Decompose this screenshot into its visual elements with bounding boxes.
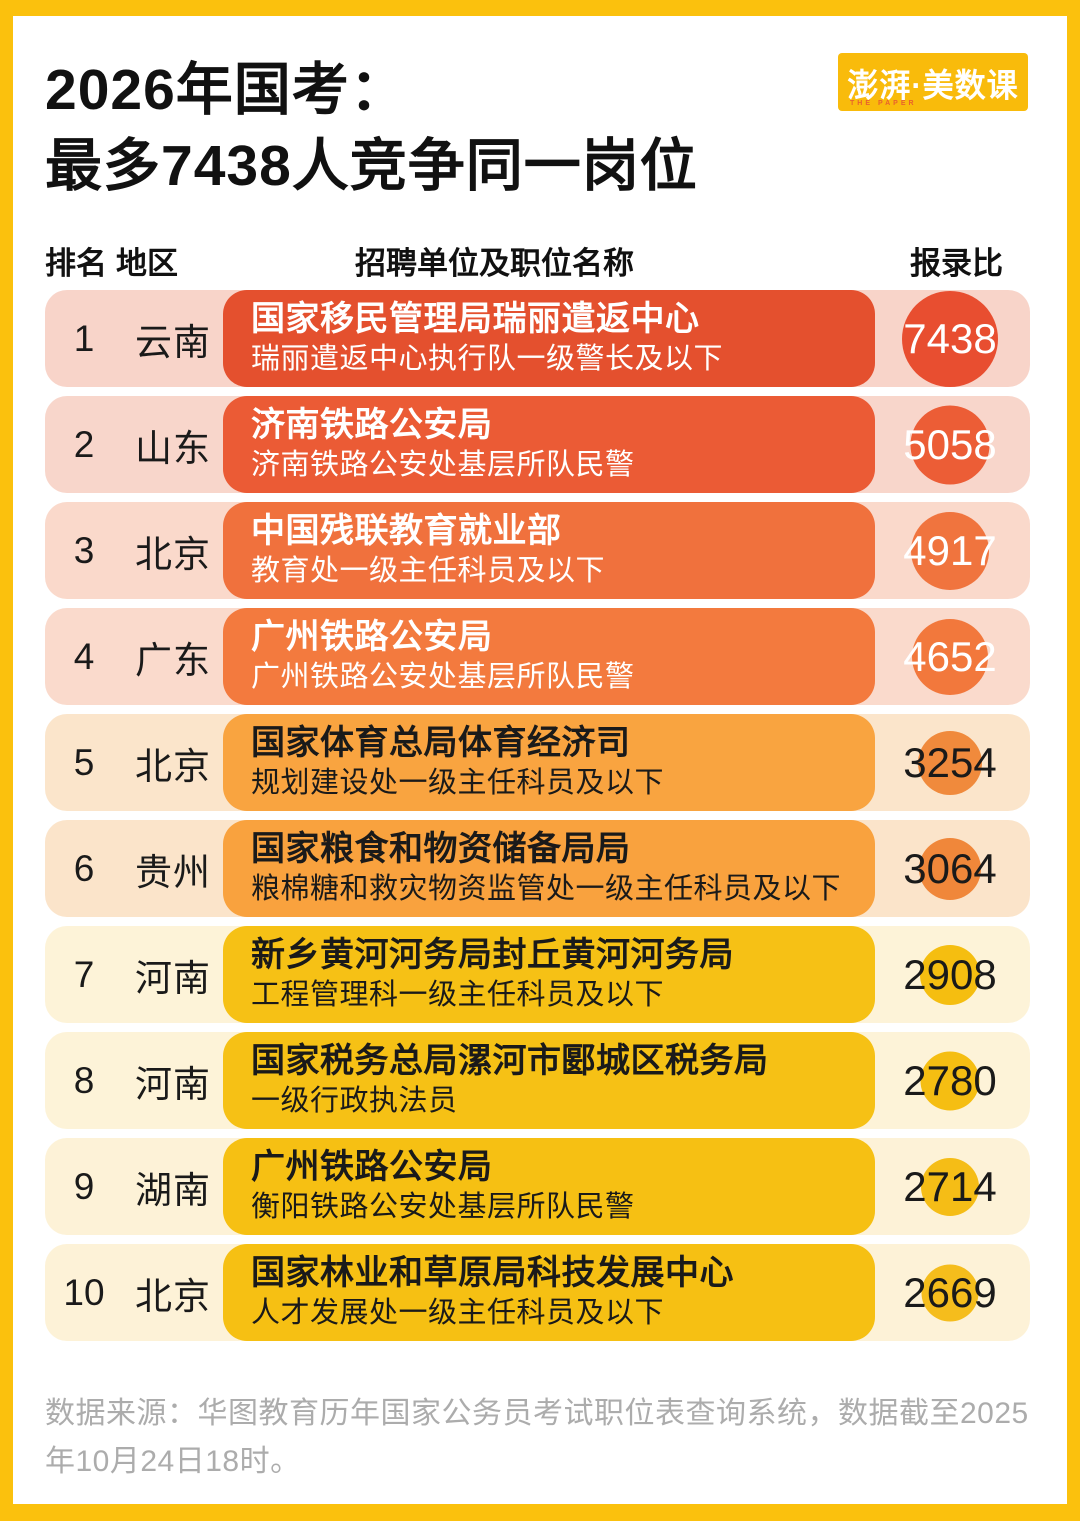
job-title: 规划建设处一级主任科员及以下: [251, 766, 665, 799]
table-row: 6 贵州 国家粮食和物资储备局局 粮棉糖和救灾物资监管处一级主任科员及以下 30…: [45, 820, 1030, 917]
job-title: 一级行政执法员: [251, 1084, 458, 1117]
ratio-value: 2780: [903, 1056, 997, 1104]
ratio-circle: [920, 944, 980, 1005]
rank-cell: 7: [73, 953, 95, 995]
header-position: 招聘单位及职位名称: [355, 246, 634, 281]
region-cell: 北京: [135, 1275, 211, 1317]
rank-cell: 1: [73, 317, 95, 359]
rank-cell: 8: [73, 1059, 95, 1101]
ratio-circle: [902, 290, 998, 387]
table-row: 9 湖南 广州铁路公安局 衡阳铁路公安处基层所队民警 2714: [45, 1138, 1030, 1235]
org-name: 国家粮食和物资储备局局: [251, 830, 631, 869]
ratio-value: 2669: [903, 1268, 997, 1316]
job-title: 教育处一级主任科员及以下: [251, 554, 606, 587]
position-card: 广州铁路公安局 广州铁路公安处基层所队民警: [223, 608, 875, 705]
logo-subtext: THE PAPER: [850, 100, 917, 107]
region-cell: 云南: [135, 321, 211, 363]
region-cell: 河南: [135, 957, 211, 999]
position-card: 广州铁路公安局 衡阳铁路公安处基层所队民警: [223, 1138, 875, 1235]
job-title: 工程管理科一级主任科员及以下: [251, 978, 665, 1011]
job-title: 衡阳铁路公安处基层所队民警: [251, 1190, 635, 1223]
thepaper-logo: 澎湃·美数课 THE PAPER: [838, 53, 1028, 111]
position-card: 国家移民管理局瑞丽遣返中心 瑞丽遣返中心执行队一级警长及以下: [223, 290, 875, 387]
ratio-circle: [911, 511, 989, 590]
job-title: 济南铁路公安处基层所队民警: [251, 448, 635, 481]
ratio-circle: [910, 405, 990, 484]
position-card: 国家体育总局体育经济司 规划建设处一级主任科员及以下: [223, 714, 875, 811]
logo-wordmark: 澎湃·美数课: [847, 66, 1019, 104]
position-card: 济南铁路公安局 济南铁路公安处基层所队民警: [223, 396, 875, 493]
table-row: 8 河南 国家税务总局漯河市郾城区税务局 一级行政执法员 2780: [45, 1032, 1030, 1129]
table-header-row: 排名 地区 招聘单位及职位名称 报录比: [13, 238, 1067, 281]
rank-cell: 9: [73, 1165, 95, 1207]
header-region: 地区: [116, 246, 178, 281]
org-name: 广州铁路公安局: [251, 618, 493, 657]
position-card: 国家林业和草原局科技发展中心 人才发展处一级主任科员及以下: [223, 1244, 875, 1341]
job-title: 广州铁路公安处基层所队民警: [251, 660, 635, 693]
table-row: 1 云南 国家移民管理局瑞丽遣返中心 瑞丽遣返中心执行队一级警长及以下 7438: [45, 290, 1030, 387]
org-name: 国家税务总局漯河市郾城区税务局: [251, 1042, 769, 1081]
region-cell: 贵州: [135, 851, 211, 893]
table-row: 3 北京 中国残联教育就业部 教育处一级主任科员及以下 4917: [45, 502, 1030, 599]
data-source-note: 数据来源：华图教育历年国家公务员考试职位表查询系统，数据截至2025年10月24…: [45, 1397, 1029, 1478]
rank-cell: 3: [73, 529, 95, 571]
title-line-1: 2026年国考：: [45, 58, 408, 122]
header-ratio: 报录比: [910, 246, 1003, 281]
ratio-circle: [918, 730, 982, 795]
region-cell: 广东: [135, 639, 211, 681]
title-line-2: 最多7438人竞争同一岗位: [45, 134, 698, 198]
org-name: 新乡黄河河务局封丘黄河河务局: [251, 936, 734, 975]
ratio-circle: [921, 1157, 979, 1216]
table-row: 7 河南 新乡黄河河务局封丘黄河河务局 工程管理科一级主任科员及以下 2908: [45, 926, 1030, 1023]
ranking-table: 1 云南 国家移民管理局瑞丽遣返中心 瑞丽遣返中心执行队一级警长及以下 7438…: [45, 290, 1030, 1350]
ratio-value: 3254: [903, 738, 997, 786]
position-card: 国家税务总局漯河市郾城区税务局 一级行政执法员: [223, 1032, 875, 1129]
rank-cell: 2: [73, 423, 95, 465]
region-cell: 北京: [135, 533, 211, 575]
rank-cell: 5: [73, 741, 95, 783]
ratio-value: 7438: [903, 314, 997, 362]
region-cell: 河南: [135, 1063, 211, 1105]
rank-cell: 6: [73, 847, 95, 889]
org-name: 济南铁路公安局: [251, 406, 493, 445]
table-row: 5 北京 国家体育总局体育经济司 规划建设处一级主任科员及以下 3254: [45, 714, 1030, 811]
job-title: 人才发展处一级主任科员及以下: [251, 1296, 665, 1329]
rank-cell: 4: [73, 635, 95, 677]
table-row: 4 广东 广州铁路公安局 广州铁路公安处基层所队民警 4652: [45, 608, 1030, 705]
ratio-circle: [912, 618, 988, 695]
ratio-value: 2714: [903, 1162, 997, 1210]
content-panel: 2026年国考： 最多7438人竞争同一岗位 澎湃·美数课 THE PAPER …: [13, 16, 1067, 1504]
org-name: 广州铁路公安局: [251, 1148, 493, 1187]
header-rank: 排名: [45, 246, 107, 281]
rank-cell: 10: [63, 1271, 105, 1313]
org-name: 国家体育总局体育经济司: [251, 724, 631, 763]
position-card: 新乡黄河河务局封丘黄河河务局 工程管理科一级主任科员及以下: [223, 926, 875, 1023]
org-name: 中国残联教育就业部: [251, 512, 562, 551]
ratio-value: 3064: [903, 844, 997, 892]
ratio-circle: [920, 1051, 980, 1110]
page-title: 2026年国考： 最多7438人竞争同一岗位: [45, 52, 698, 204]
table-row: 10 北京 国家林业和草原局科技发展中心 人才发展处一级主任科员及以下 2669: [45, 1244, 1030, 1341]
position-card: 国家粮食和物资储备局局 粮棉糖和救灾物资监管处一级主任科员及以下: [223, 820, 875, 917]
ratio-circle: [919, 837, 981, 900]
ratio-value: 4917: [903, 526, 997, 574]
job-title: 瑞丽遣返中心执行队一级警长及以下: [251, 342, 724, 375]
table-row: 2 山东 济南铁路公安局 济南铁路公安处基层所队民警 5058: [45, 396, 1030, 493]
org-name: 国家移民管理局瑞丽遣返中心: [251, 300, 700, 339]
region-cell: 北京: [135, 745, 211, 787]
region-cell: 山东: [135, 427, 211, 469]
job-title: 粮棉糖和救灾物资监管处一级主任科员及以下: [251, 872, 842, 905]
org-name: 国家林业和草原局科技发展中心: [251, 1254, 734, 1293]
region-cell: 湖南: [135, 1169, 211, 1211]
ratio-value: 4652: [903, 632, 997, 680]
position-card: 中国残联教育就业部 教育处一级主任科员及以下: [223, 502, 875, 599]
ratio-value: 2908: [903, 950, 997, 998]
ratio-circle: [921, 1264, 979, 1321]
ratio-value: 5058: [903, 420, 997, 468]
